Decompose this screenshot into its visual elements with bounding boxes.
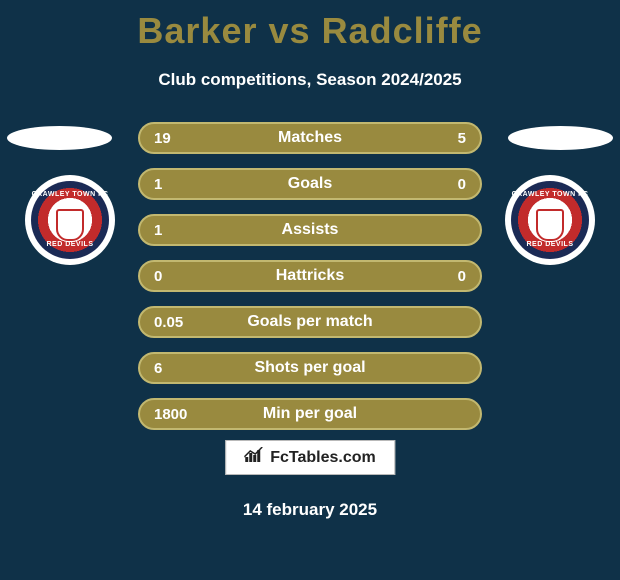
subtitle: Club competitions, Season 2024/2025 — [0, 70, 620, 90]
badge-shield-icon — [56, 209, 84, 241]
stat-label: Goals — [224, 175, 396, 193]
stat-row-hattricks: 0 Hattricks 0 — [138, 260, 482, 292]
comparison-title: Barker vs Radcliffe — [0, 0, 620, 52]
stat-label: Hattricks — [224, 267, 396, 285]
stat-left-value: 1 — [154, 222, 224, 239]
club-badge-left: CRAWLEY TOWN FC RED DEVILS — [25, 175, 115, 265]
badge-shield-icon — [536, 209, 564, 241]
brand-text: FcTables.com — [270, 449, 376, 467]
club-badge-right: CRAWLEY TOWN FC RED DEVILS — [505, 175, 595, 265]
stat-left-value: 0.05 — [154, 314, 224, 331]
club-badge-inner: CRAWLEY TOWN FC RED DEVILS — [511, 181, 589, 259]
stat-label: Goals per match — [224, 313, 396, 331]
stat-left-value: 19 — [154, 130, 224, 147]
stat-row-goals-per-match: 0.05 Goals per match — [138, 306, 482, 338]
stat-left-value: 0 — [154, 268, 224, 285]
stat-label: Shots per goal — [224, 359, 396, 377]
stat-row-assists: 1 Assists — [138, 214, 482, 246]
title-player-left: Barker — [137, 10, 257, 51]
stat-left-value: 1800 — [154, 406, 224, 423]
club-badge-inner: CRAWLEY TOWN FC RED DEVILS — [31, 181, 109, 259]
stat-label: Min per goal — [224, 405, 396, 423]
stat-right-value: 5 — [396, 130, 466, 147]
stat-left-value: 1 — [154, 176, 224, 193]
badge-text-top: CRAWLEY TOWN FC — [511, 191, 589, 198]
title-vs: vs — [269, 10, 311, 51]
badge-text-top: CRAWLEY TOWN FC — [31, 191, 109, 198]
brand-box[interactable]: FcTables.com — [225, 440, 395, 475]
stat-row-min-per-goal: 1800 Min per goal — [138, 398, 482, 430]
stat-row-goals: 1 Goals 0 — [138, 168, 482, 200]
stat-label: Matches — [224, 129, 396, 147]
title-player-right: Radcliffe — [322, 10, 483, 51]
player-platform-left — [7, 126, 112, 150]
brand-chart-icon — [244, 447, 264, 468]
stat-row-shots-per-goal: 6 Shots per goal — [138, 352, 482, 384]
badge-text-bottom: RED DEVILS — [511, 241, 589, 248]
stats-table: 19 Matches 5 1 Goals 0 1 Assists 0 Hattr… — [138, 122, 482, 430]
stat-row-matches: 19 Matches 5 — [138, 122, 482, 154]
stat-left-value: 6 — [154, 360, 224, 377]
stat-right-value: 0 — [396, 176, 466, 193]
player-platform-right — [508, 126, 613, 150]
stat-right-value: 0 — [396, 268, 466, 285]
snapshot-date: 14 february 2025 — [0, 500, 620, 520]
badge-text-bottom: RED DEVILS — [31, 241, 109, 248]
stat-label: Assists — [224, 221, 396, 239]
